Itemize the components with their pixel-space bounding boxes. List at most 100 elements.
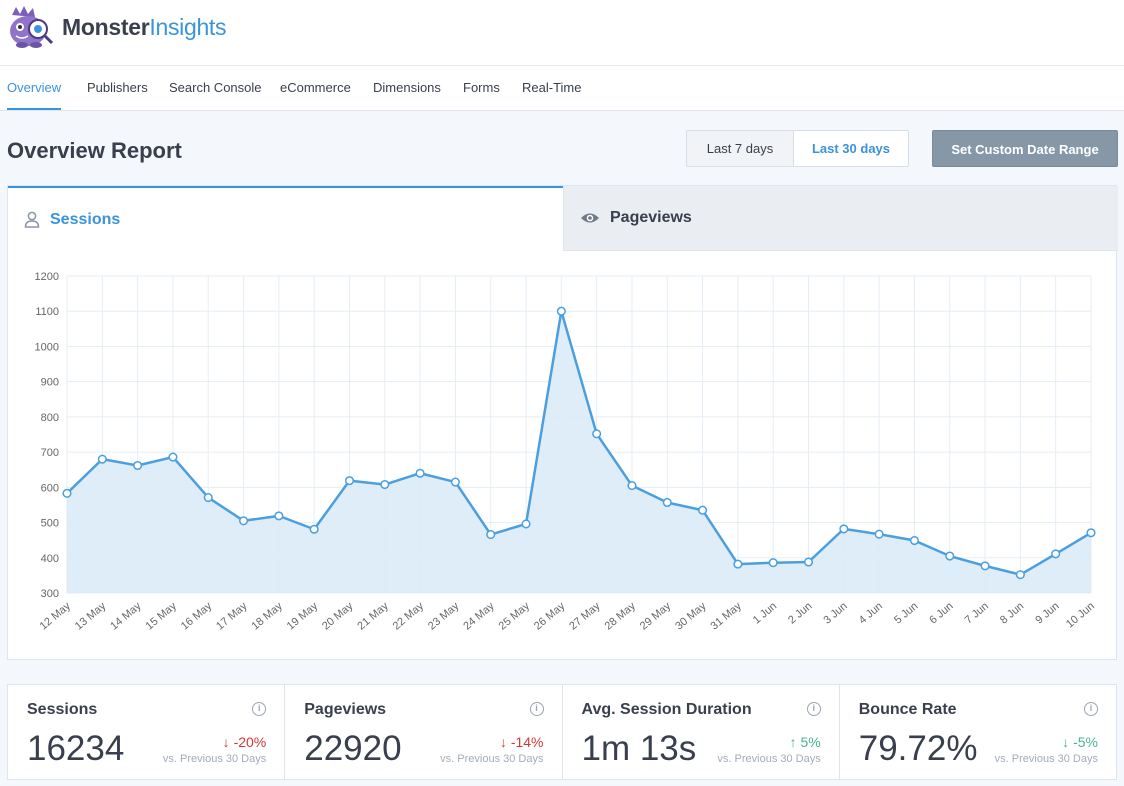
x-tick-label: 19 May	[285, 600, 321, 633]
last-7-days-button[interactable]: Last 7 days	[687, 131, 793, 166]
data-point	[980, 561, 990, 571]
arrow-down-icon: ↓	[499, 734, 507, 750]
tab-search-console[interactable]: Search Console	[169, 80, 262, 95]
y-tick-label: 800	[41, 412, 59, 424]
x-tick-label: 5 Jun	[892, 600, 920, 626]
x-tick-label: 10 Jun	[1064, 600, 1097, 630]
y-tick-label: 600	[41, 482, 59, 494]
stat-label: Bounce Rate	[858, 701, 957, 718]
x-tick-label: 21 May	[355, 600, 391, 633]
x-tick-label: 29 May	[638, 600, 674, 633]
series-area	[67, 311, 1091, 593]
info-icon[interactable]: i	[806, 702, 821, 716]
monster-logo-icon	[10, 6, 54, 48]
data-point	[168, 452, 178, 462]
data-point	[521, 519, 531, 529]
logo-text: MonsterInsights	[62, 13, 227, 41]
data-point	[309, 524, 319, 534]
stat-value: 79.72%	[858, 729, 978, 768]
info-icon[interactable]: i	[1084, 702, 1098, 716]
data-point	[1015, 570, 1025, 580]
tab-ecommerce[interactable]: eCommerce	[280, 80, 351, 95]
x-tick-label: 22 May	[391, 600, 427, 633]
x-tick-label: 16 May	[179, 600, 215, 633]
y-tick-label: 500	[41, 518, 59, 530]
x-tick-label: 24 May	[461, 600, 497, 633]
data-point	[698, 505, 708, 515]
x-tick-label: 15 May	[144, 600, 180, 633]
stat-change: ↓ -5%	[1062, 734, 1098, 750]
data-point	[344, 476, 355, 486]
tab-sessions-label: Sessions	[50, 210, 121, 228]
stat-value: 22920	[304, 729, 402, 768]
y-tick-label: 900	[41, 377, 59, 389]
stat-change: ↓ -14%	[500, 734, 544, 750]
stat-value: 1m 13s	[581, 729, 697, 768]
data-point	[874, 529, 884, 539]
data-point	[556, 306, 566, 316]
data-point	[133, 460, 143, 471]
top-bar: MonsterInsights	[0, 0, 1124, 66]
stat-label: Avg. Session Duration	[581, 701, 752, 718]
report-nav: Overview Publishers Search Console eComm…	[0, 66, 1124, 111]
x-tick-label: 26 May	[532, 600, 568, 633]
custom-date-range-button[interactable]: Set Custom Date Range	[932, 130, 1118, 167]
data-point	[1086, 528, 1096, 538]
tab-pageviews[interactable]: Pageviews	[563, 186, 1118, 251]
x-tick-label: 3 Jun	[821, 600, 849, 626]
x-tick-label: 1 Jun	[751, 600, 779, 626]
data-point	[274, 511, 284, 521]
logo-text-part1: Monster	[62, 13, 150, 40]
stat-change-value: -14%	[510, 734, 544, 750]
data-point	[945, 551, 955, 561]
x-tick-label: 18 May	[249, 600, 285, 633]
y-tick-label: 1000	[35, 341, 59, 353]
info-icon[interactable]: i	[529, 702, 544, 716]
logo-text-part2: Insights	[149, 13, 227, 40]
tab-forms[interactable]: Forms	[463, 80, 500, 95]
x-tick-label: 17 May	[214, 600, 250, 633]
x-tick-label: 30 May	[673, 600, 709, 633]
arrow-down-icon: ↓	[1062, 734, 1070, 750]
data-point	[62, 488, 72, 498]
x-tick-label: 23 May	[426, 600, 462, 633]
data-point	[592, 429, 602, 439]
data-point	[1051, 549, 1061, 559]
logo[interactable]: MonsterInsights	[6, 5, 227, 49]
tab-dimensions[interactable]: Dimensions	[373, 80, 441, 95]
tab-sessions[interactable]: Sessions	[8, 186, 563, 251]
stat-sessions: Sessions i 16234 ↓ -20% vs. Previous 30 …	[8, 685, 286, 779]
stat-change-value: -20%	[233, 734, 267, 750]
stat-label: Pageviews	[304, 701, 387, 718]
data-point	[768, 558, 778, 568]
tab-publishers[interactable]: Publishers	[87, 80, 148, 95]
data-point	[97, 454, 107, 464]
series-line	[66, 309, 1092, 576]
data-point	[662, 497, 672, 508]
data-point	[839, 524, 849, 534]
data-point	[203, 492, 213, 503]
stat-bounce-rate: Bounce Rate i 79.72% ↓ -5% vs. Previous …	[840, 685, 1116, 779]
y-tick-label: 300	[41, 588, 59, 600]
x-tick-label: 4 Jun	[857, 600, 885, 626]
date-range-toggle: Last 7 days Last 30 days	[686, 130, 909, 167]
data-point	[803, 557, 814, 567]
y-tick-label: 400	[41, 553, 59, 565]
info-icon[interactable]: i	[252, 702, 267, 716]
tab-pageviews-label: Pageviews	[610, 209, 692, 226]
stat-comparison: vs. Previous 30 Days	[162, 753, 267, 765]
stat-change-value: -5%	[1073, 734, 1098, 750]
stat-comparison: vs. Previous 30 Days	[994, 753, 1098, 765]
stat-pageviews: Pageviews i 22920 ↓ -14% vs. Previous 30…	[285, 685, 563, 779]
x-tick-label: 13 May	[73, 600, 109, 633]
data-point	[450, 477, 460, 487]
x-tick-label: 12 May	[38, 600, 74, 633]
x-tick-label: 27 May	[567, 600, 603, 633]
last-30-days-button[interactable]: Last 30 days	[793, 131, 908, 166]
stat-change: ↓ -20%	[223, 734, 267, 750]
tab-real-time[interactable]: Real-Time	[522, 80, 582, 95]
stat-avg-session-duration: Avg. Session Duration i 1m 13s ↑ 5% vs. …	[563, 685, 840, 779]
x-tick-label: 2 Jun	[786, 600, 814, 626]
tab-overview[interactable]: Overview	[7, 66, 62, 110]
